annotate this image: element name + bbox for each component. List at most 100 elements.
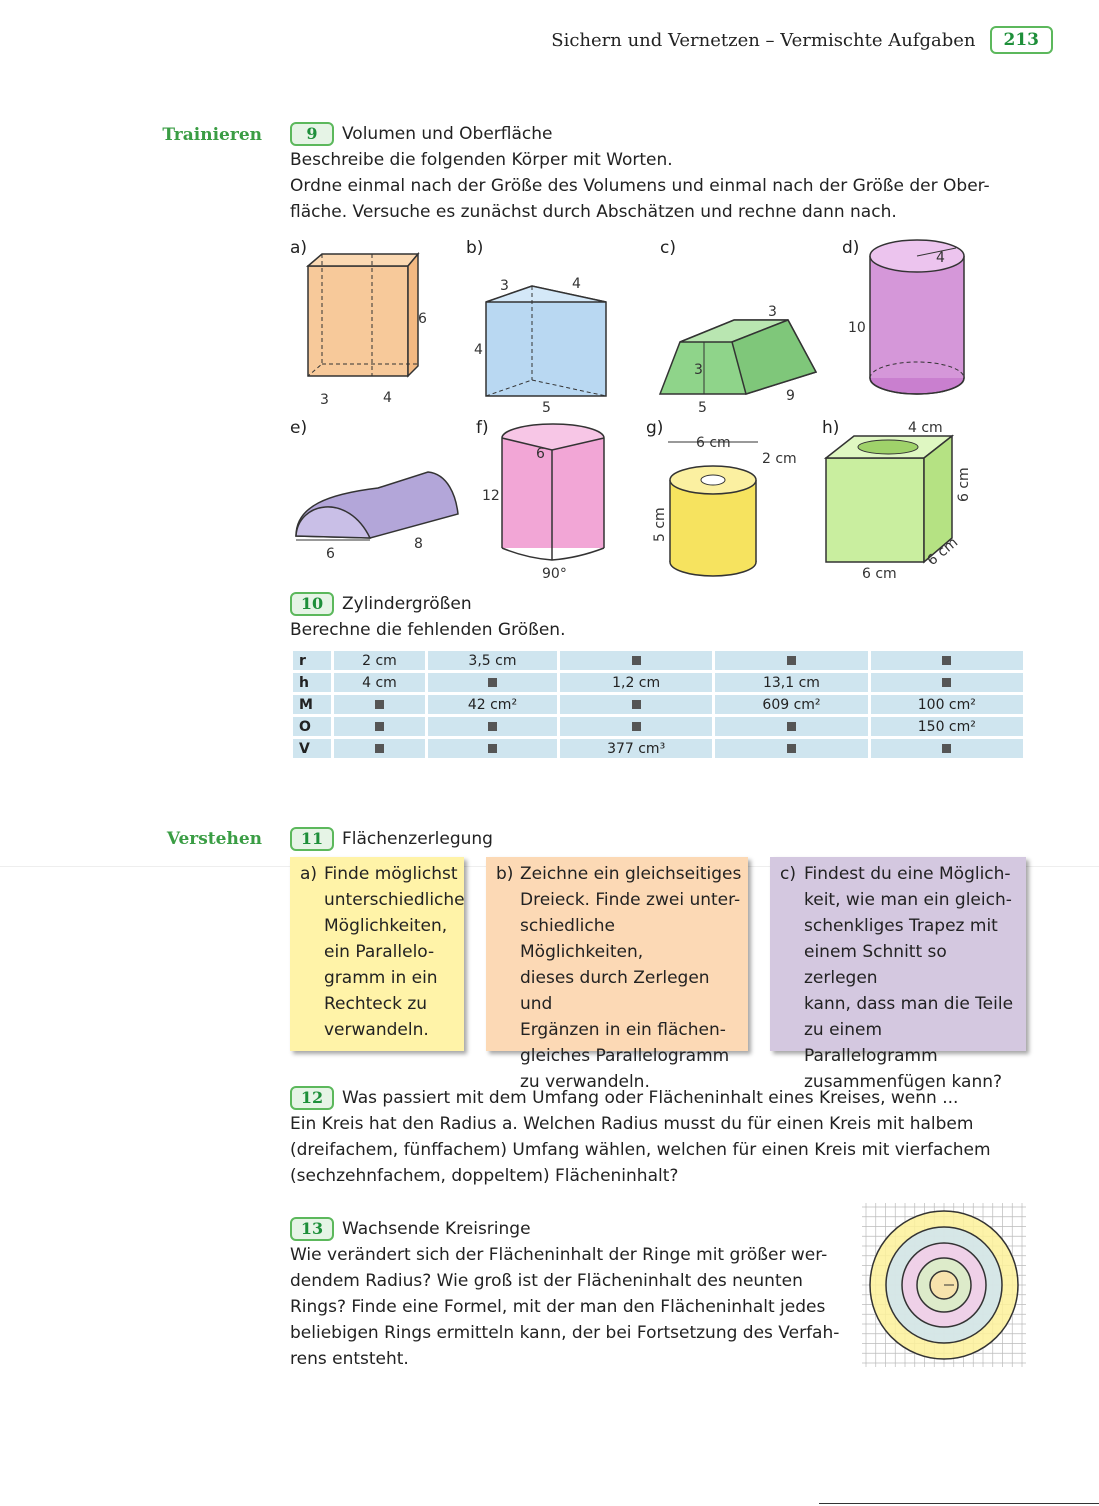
table-cell: 13,1 cm bbox=[715, 673, 868, 692]
card-text: zusammenfügen kann? bbox=[804, 1072, 1003, 1092]
missing-value-square bbox=[487, 677, 497, 687]
table-cell bbox=[334, 695, 425, 714]
missing-value-square bbox=[374, 743, 384, 753]
task-number: 9 bbox=[290, 122, 334, 146]
missing-value-square bbox=[374, 721, 384, 731]
task-text: (sechzehnfachem, doppeltem) Flächeninhal… bbox=[290, 1166, 679, 1186]
task-title: Wachsende Kreisringe bbox=[342, 1219, 531, 1239]
dim-h-2: 6 cm bbox=[956, 467, 972, 502]
figure-label-f: f) bbox=[476, 418, 489, 438]
missing-value-square bbox=[631, 699, 641, 709]
task-12: 12 Was passiert mit dem Umfang oder Fläc… bbox=[290, 1085, 1030, 1189]
task-13: 13 Wachsende Kreisringe Wie verändert si… bbox=[290, 1216, 850, 1372]
task-card: c) Findest du eine Möglich-keit, wie man … bbox=[770, 857, 1026, 1092]
task-text: dendem Radius? Wie groß ist der Flächeni… bbox=[290, 1271, 803, 1291]
task-card: a) Finde möglichst unterschiedliche Möglich… bbox=[290, 857, 465, 1051]
task-text: beliebigen Rings ermitteln kann, der bei… bbox=[290, 1323, 840, 1343]
card-text: unterschiedliche bbox=[324, 890, 465, 910]
solid-figures: a) b) c) d) e) f) g) h) 6 3 4 3 4 4 5 bbox=[288, 236, 1028, 596]
dim-g-2: 2 cm bbox=[762, 451, 797, 467]
card-text: keit, wie man ein gleich- bbox=[804, 890, 1012, 910]
table-cell: 42 cm² bbox=[427, 695, 557, 714]
card-label bbox=[300, 939, 324, 965]
table-cell: 609 cm² bbox=[715, 695, 868, 714]
missing-value-square bbox=[786, 743, 796, 753]
table-cell bbox=[427, 717, 557, 736]
missing-value-square bbox=[487, 721, 497, 731]
dim-e-2: 8 bbox=[414, 536, 423, 552]
figure-d-cylinder: 4 10 bbox=[848, 239, 965, 395]
task-text: fläche. Versuche es zunächst durch Absch… bbox=[290, 202, 897, 222]
table-cell: 150 cm² bbox=[870, 717, 1023, 736]
figure-a-cuboid: 6 3 4 bbox=[305, 251, 427, 408]
dim-e-1: 6 bbox=[326, 546, 335, 562]
task-11: 11 Flächenzerlegung bbox=[290, 826, 1030, 852]
dim-b-3: 4 bbox=[474, 342, 483, 358]
figures-svg: 6 3 4 3 4 4 5 3 3 5 9 bbox=[295, 239, 972, 582]
figure-label-e: e) bbox=[290, 418, 308, 438]
table-cell bbox=[559, 695, 713, 714]
card-label bbox=[496, 1017, 520, 1043]
card-label bbox=[300, 965, 324, 991]
section-label-trainieren: Trainieren bbox=[162, 125, 262, 145]
card-label bbox=[780, 913, 804, 939]
card-label bbox=[496, 887, 520, 913]
table-cell bbox=[427, 739, 557, 758]
dim-c-1: 3 bbox=[768, 304, 777, 320]
card-label bbox=[496, 1043, 520, 1069]
table-cell: 100 cm² bbox=[870, 695, 1023, 714]
card-label bbox=[300, 913, 324, 939]
dim-c-3: 5 bbox=[698, 400, 707, 416]
task-text: Beschreibe die folgenden Körper mit Wort… bbox=[290, 150, 673, 170]
table-row: M 42 cm² 609 cm² 100 cm² bbox=[293, 695, 1023, 714]
missing-value-square bbox=[942, 677, 952, 687]
task-number: 11 bbox=[290, 827, 334, 851]
table-cell: 4 cm bbox=[334, 673, 425, 692]
missing-value-square bbox=[631, 721, 641, 731]
task-text: Wie verändert sich der Flächeninhalt der… bbox=[290, 1245, 828, 1265]
dim-g-1: 6 cm bbox=[696, 435, 731, 451]
chapter-title: Sichern und Vernetzen – Vermischte Aufga… bbox=[551, 29, 976, 51]
task-9: 9 Volumen und Oberfläche Beschreibe die … bbox=[290, 121, 1030, 225]
card-label bbox=[780, 887, 804, 913]
card-text: Finde möglichst bbox=[324, 864, 458, 884]
row-header: r bbox=[293, 651, 331, 670]
task-title: Was passiert mit dem Umfang oder Flächen… bbox=[342, 1088, 959, 1108]
task-text: Ordne einmal nach der Größe des Volumens… bbox=[290, 176, 990, 196]
figure-b-prism: 3 4 4 5 bbox=[474, 276, 607, 416]
task-text: Berechne die fehlenden Größen. bbox=[290, 620, 566, 640]
card-text: Dreieck. Finde zwei unter- bbox=[520, 890, 741, 910]
page-header: Sichern und Vernetzen – Vermischte Aufga… bbox=[551, 26, 1053, 54]
dim-g-3: 5 cm bbox=[652, 507, 668, 542]
row-header: O bbox=[293, 717, 331, 736]
missing-value-square bbox=[942, 655, 952, 665]
dim-b-2: 4 bbox=[572, 276, 581, 292]
card-label bbox=[496, 913, 520, 965]
card-text: schiedliche Möglichkeiten, bbox=[520, 916, 644, 962]
task-number: 10 bbox=[290, 592, 334, 616]
table-cell bbox=[559, 717, 713, 736]
figure-label-h: h) bbox=[822, 418, 840, 438]
table-row: V 377 cm³ bbox=[293, 739, 1023, 758]
task-title: Flächenzerlegung bbox=[342, 829, 493, 849]
card-text: Findest du eine Möglich- bbox=[804, 864, 1011, 884]
dim-f-1: 6 bbox=[536, 446, 545, 462]
table-cell bbox=[715, 739, 868, 758]
table-cell bbox=[870, 673, 1023, 692]
dim-a-2: 4 bbox=[383, 390, 392, 406]
card-text: Zeichne ein gleichseitiges bbox=[520, 864, 742, 884]
table-cell bbox=[559, 651, 713, 670]
row-header: h bbox=[293, 673, 331, 692]
dim-a-1: 3 bbox=[320, 392, 329, 408]
task-card: b) Zeichne ein gleichseitiges Dreieck. Fin… bbox=[486, 857, 748, 1092]
card-text: Rechteck zu bbox=[324, 994, 428, 1014]
task-cards: a) Finde möglichst unterschiedliche Möglich… bbox=[290, 857, 1030, 1092]
table-cell bbox=[870, 739, 1023, 758]
card-text: schenkliges Trapez mit bbox=[804, 916, 998, 936]
table-cell bbox=[334, 717, 425, 736]
rings-figure bbox=[862, 1203, 1026, 1367]
card-label: a) bbox=[300, 864, 318, 884]
